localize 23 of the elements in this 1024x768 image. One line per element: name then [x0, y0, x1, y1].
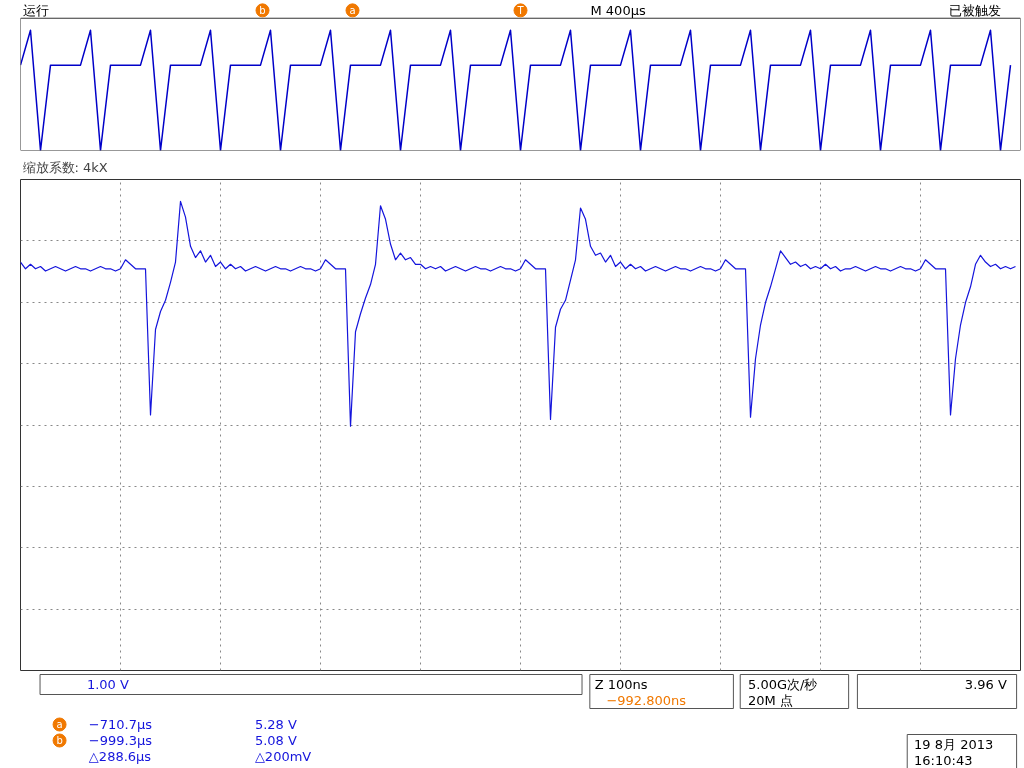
text: △288.6µs — [88, 749, 152, 764]
text: T — [516, 4, 525, 16]
text: b — [259, 4, 266, 16]
text: △200mV — [254, 749, 312, 764]
text: 运行 — [22, 2, 49, 18]
text: a — [349, 4, 356, 16]
text: 20M 点 — [748, 693, 793, 708]
text: −992.800ns — [606, 693, 687, 708]
text: Z 100ns — [594, 677, 648, 692]
text: a — [56, 719, 63, 730]
chart-title: 缩放系数: 4kX — [22, 159, 108, 175]
text: −710.7µs — [88, 717, 153, 732]
text: 3.96 V — [964, 677, 1007, 692]
text: 5.28 V — [254, 717, 297, 732]
text: 已被触发 — [948, 2, 1001, 18]
text: 19 8月 2013 — [914, 737, 994, 752]
text: 5.00G次/秒 — [748, 677, 818, 692]
text: 1.00 V — [86, 677, 129, 692]
text: 16:10:43 — [914, 753, 973, 768]
text: b — [56, 735, 63, 746]
text: M 400µs — [590, 2, 646, 18]
text: −999.3µs — [88, 733, 153, 748]
text: 5.08 V — [254, 733, 297, 748]
